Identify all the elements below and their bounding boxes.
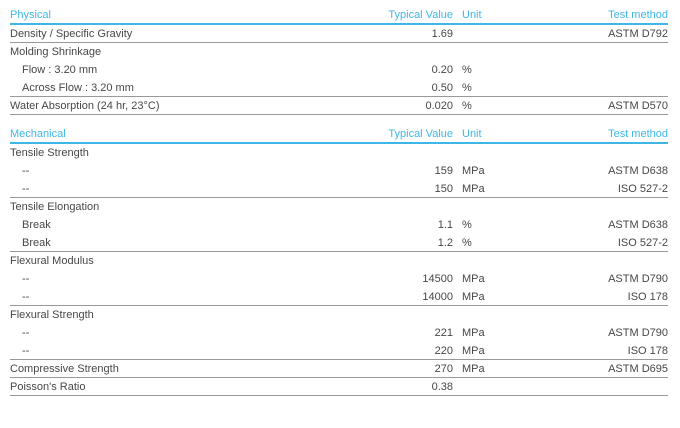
typical-value: 150 bbox=[434, 182, 453, 195]
unit-value: % bbox=[462, 81, 472, 94]
property-name: Flow : 3.20 mm bbox=[22, 63, 98, 76]
unit-value: MPa bbox=[462, 272, 485, 285]
property-name: Across Flow : 3.20 mm bbox=[22, 81, 134, 94]
typical-value: 270 bbox=[434, 362, 453, 375]
property-name: Tensile Strength bbox=[10, 146, 89, 159]
section-title: Mechanical bbox=[10, 128, 66, 140]
typical-value: 14500 bbox=[422, 272, 453, 285]
property-name: -- bbox=[22, 290, 30, 303]
property-name: -- bbox=[22, 326, 30, 339]
table-row: -- 220 MPa ISO 178 bbox=[10, 342, 668, 360]
property-name: Tensile Elongation bbox=[10, 200, 100, 213]
section-header-row: Physical Typical Value Unit Test method bbox=[10, 8, 668, 25]
typical-value: 221 bbox=[434, 326, 453, 339]
property-name: Break bbox=[22, 218, 51, 231]
test-method: ASTM D790 bbox=[608, 272, 668, 285]
table-row: -- 14000 MPa ISO 178 bbox=[10, 288, 668, 306]
typical-value: 14000 bbox=[422, 290, 453, 303]
table-section: Physical Typical Value Unit Test method … bbox=[10, 8, 668, 115]
unit-value: % bbox=[462, 236, 472, 249]
typical-value: 0.50 bbox=[431, 81, 453, 94]
table-row: -- 150 MPa ISO 527-2 bbox=[10, 180, 668, 198]
table-row: Flexural Modulus bbox=[10, 252, 668, 270]
column-header-test-method: Test method bbox=[608, 9, 668, 21]
property-name: Compressive Strength bbox=[10, 362, 119, 375]
typical-value: 1.1 bbox=[437, 218, 453, 231]
property-name: -- bbox=[22, 164, 30, 177]
property-name: -- bbox=[22, 182, 30, 195]
typical-value: 0.38 bbox=[431, 380, 453, 393]
unit-value: MPa bbox=[462, 362, 485, 375]
table-row: -- 221 MPa ASTM D790 bbox=[10, 324, 668, 342]
test-method: ISO 527-2 bbox=[617, 236, 668, 249]
unit-value: MPa bbox=[462, 164, 485, 177]
table-row: Molding Shrinkage bbox=[10, 43, 668, 61]
property-name: Flexural Strength bbox=[10, 308, 94, 321]
test-method: ASTM D792 bbox=[608, 27, 668, 40]
typical-value: 1.69 bbox=[431, 27, 453, 40]
property-name: Flexural Modulus bbox=[10, 254, 94, 267]
column-header-test-method: Test method bbox=[608, 128, 668, 140]
typical-value: 0.020 bbox=[425, 99, 453, 112]
unit-value: % bbox=[462, 63, 472, 76]
table-row: Break 1.1 % ASTM D638 bbox=[10, 216, 668, 234]
column-header-unit: Unit bbox=[462, 128, 482, 140]
table-row: Water Absorption (24 hr, 23°C) 0.020 % A… bbox=[10, 97, 668, 115]
property-name: -- bbox=[22, 344, 30, 357]
typical-value: 1.2 bbox=[437, 236, 453, 249]
test-method: ASTM D695 bbox=[608, 362, 668, 375]
test-method: ISO 178 bbox=[627, 344, 668, 357]
property-name: Water Absorption (24 hr, 23°C) bbox=[10, 99, 160, 112]
column-header-typical-value: Typical Value bbox=[388, 9, 453, 21]
table-row: Tensile Elongation bbox=[10, 198, 668, 216]
unit-value: % bbox=[462, 99, 472, 112]
table-row: Poisson's Ratio 0.38 bbox=[10, 378, 668, 396]
unit-value: MPa bbox=[462, 344, 485, 357]
table-row: Break 1.2 % ISO 527-2 bbox=[10, 234, 668, 252]
test-method: ASTM D638 bbox=[608, 164, 668, 177]
table-row: -- 159 MPa ASTM D638 bbox=[10, 162, 668, 180]
test-method: ISO 178 bbox=[627, 290, 668, 303]
test-method: ASTM D570 bbox=[608, 99, 668, 112]
property-table: Physical Typical Value Unit Test method … bbox=[10, 8, 668, 396]
table-row: Density / Specific Gravity 1.69 ASTM D79… bbox=[10, 25, 668, 43]
property-name: Molding Shrinkage bbox=[10, 45, 102, 58]
unit-value: MPa bbox=[462, 326, 485, 339]
typical-value: 220 bbox=[434, 344, 453, 357]
property-name: Break bbox=[22, 236, 51, 249]
table-section: Mechanical Typical Value Unit Test metho… bbox=[10, 127, 668, 396]
table-row: Compressive Strength 270 MPa ASTM D695 bbox=[10, 360, 668, 378]
typical-value: 159 bbox=[434, 164, 453, 177]
test-method: ASTM D638 bbox=[608, 218, 668, 231]
table-row: Flexural Strength bbox=[10, 306, 668, 324]
unit-value: MPa bbox=[462, 290, 485, 303]
table-row: Across Flow : 3.20 mm 0.50 % bbox=[10, 79, 668, 97]
property-name: Density / Specific Gravity bbox=[10, 27, 133, 40]
column-header-typical-value: Typical Value bbox=[388, 128, 453, 140]
section-header-row: Mechanical Typical Value Unit Test metho… bbox=[10, 127, 668, 144]
table-row: Tensile Strength bbox=[10, 144, 668, 162]
test-method: ASTM D790 bbox=[608, 326, 668, 339]
table-row: Flow : 3.20 mm 0.20 % bbox=[10, 61, 668, 79]
section-title: Physical bbox=[10, 9, 51, 21]
unit-value: % bbox=[462, 218, 472, 231]
property-name: -- bbox=[22, 272, 30, 285]
column-header-unit: Unit bbox=[462, 9, 482, 21]
property-name: Poisson's Ratio bbox=[10, 380, 86, 393]
table-row: -- 14500 MPa ASTM D790 bbox=[10, 270, 668, 288]
unit-value: MPa bbox=[462, 182, 485, 195]
typical-value: 0.20 bbox=[431, 63, 453, 76]
test-method: ISO 527-2 bbox=[617, 182, 668, 195]
